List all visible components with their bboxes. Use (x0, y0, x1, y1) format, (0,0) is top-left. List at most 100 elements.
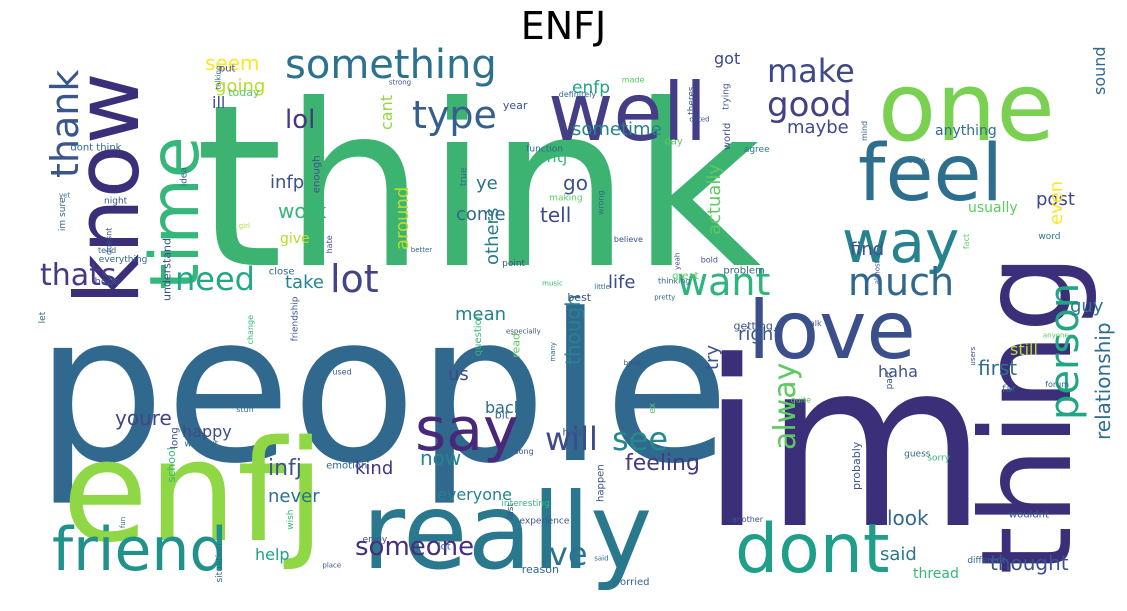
word-bit: bit (495, 409, 510, 422)
word-theres: theres (687, 86, 697, 115)
word-part: part (885, 370, 895, 389)
word-dated: dated (689, 116, 709, 124)
word-hope: hope (95, 276, 120, 287)
word-agree: agree (744, 145, 770, 155)
word-experience: experience (520, 517, 570, 527)
word-wish: wish (286, 509, 296, 529)
word-mean: mean (455, 304, 506, 325)
word-mind: mind (860, 121, 869, 141)
word-situation: situation (215, 543, 225, 582)
word-almost: almost (874, 260, 882, 284)
word-lot: lot (330, 257, 379, 301)
word-work: work (278, 199, 327, 223)
word-maybe: maybe (787, 117, 849, 138)
word-something: something (285, 42, 497, 88)
word-im: im (700, 313, 988, 580)
word-thats: thats (40, 258, 117, 293)
word-intj: intj (542, 147, 567, 166)
word-day: day (664, 137, 682, 148)
word-ex: ex (648, 402, 658, 413)
word-take: take (285, 272, 324, 293)
word-without: without (184, 439, 218, 449)
word-change: change (246, 315, 255, 345)
word-little: little (594, 283, 610, 291)
word-quite: quite (791, 395, 812, 404)
word-year: year (503, 99, 528, 112)
word-lot: lot (438, 542, 451, 553)
word-better: better (411, 246, 433, 254)
word-first: first (978, 356, 1017, 380)
word-right: right (738, 324, 780, 345)
word-best: best (567, 291, 591, 304)
word-know: know (56, 72, 159, 305)
word-another: another (732, 515, 764, 524)
word-much: much (848, 260, 954, 304)
word-everything: everything (99, 255, 148, 265)
word-music: music (542, 280, 563, 288)
word-one: one (878, 53, 1055, 163)
word-actually: actually (704, 164, 725, 235)
chart-title: ENFJ (520, 4, 607, 48)
word-happen: happen (596, 464, 607, 502)
word-go: go (563, 171, 588, 195)
word-never: never (268, 486, 320, 507)
word-find: find (850, 239, 884, 260)
word-cant: cant (377, 95, 396, 130)
word-got: got (714, 49, 740, 68)
word-well: well (548, 66, 707, 159)
word-will: will (545, 420, 598, 458)
word-love: love (748, 284, 916, 377)
word-sound: sound (1090, 46, 1109, 95)
word-someone: someone (355, 532, 474, 562)
word-worried: worried (612, 577, 650, 588)
word-thought: thought (990, 551, 1069, 575)
word-problem: problem (723, 266, 764, 277)
word-lol: lol (285, 105, 315, 135)
word-night: night (104, 197, 128, 207)
word-ill: ill (212, 93, 225, 112)
word-point: point (502, 259, 525, 269)
word-understand: understand (161, 238, 174, 301)
word-read: read (509, 333, 522, 358)
word-really: really (362, 471, 652, 593)
word-long: long (169, 427, 180, 449)
word-thread: thread (913, 566, 959, 582)
word-though: though (561, 294, 585, 365)
word-yeah: yeah (674, 253, 682, 270)
word-person: person (1042, 283, 1088, 420)
word-hard: hard (563, 427, 586, 438)
word-guy: guy (1070, 296, 1104, 317)
word-put: put (219, 64, 236, 75)
word-fun: fun (119, 517, 127, 528)
word-interesting: interesting (501, 499, 549, 509)
word-now: now (420, 446, 461, 470)
word-reason: reason (522, 563, 559, 576)
word-friendship: friendship (290, 296, 300, 341)
word-type: type (412, 93, 497, 137)
word-idea: idea (179, 167, 189, 186)
word-talking: talking (214, 66, 222, 90)
word-especially: especially (506, 327, 541, 335)
word-want: want (677, 260, 770, 304)
word-try: try (702, 345, 723, 370)
word-think: think (195, 57, 761, 319)
word-wrong: wrong (596, 190, 605, 215)
word-infp: infp (270, 172, 304, 193)
word-us: us (448, 364, 469, 385)
word-song: song (514, 447, 533, 456)
word-infj: infj (268, 456, 302, 481)
word-yet: yet (59, 192, 70, 200)
word-stuff: stuff (236, 405, 254, 414)
word-dont-think: dont think (70, 142, 121, 153)
word-enough: enough (312, 155, 323, 193)
word-school: school (165, 447, 178, 482)
word-making: making (549, 193, 582, 203)
word-people: people (35, 271, 730, 509)
word-talk: talk (807, 319, 822, 328)
word-dont: dont (735, 510, 890, 589)
word-post: post (1036, 189, 1075, 210)
word-true: true (459, 167, 469, 186)
word-said: said (880, 544, 917, 565)
word-trying: trying (722, 83, 732, 109)
word-enfj: enfj (62, 411, 325, 574)
